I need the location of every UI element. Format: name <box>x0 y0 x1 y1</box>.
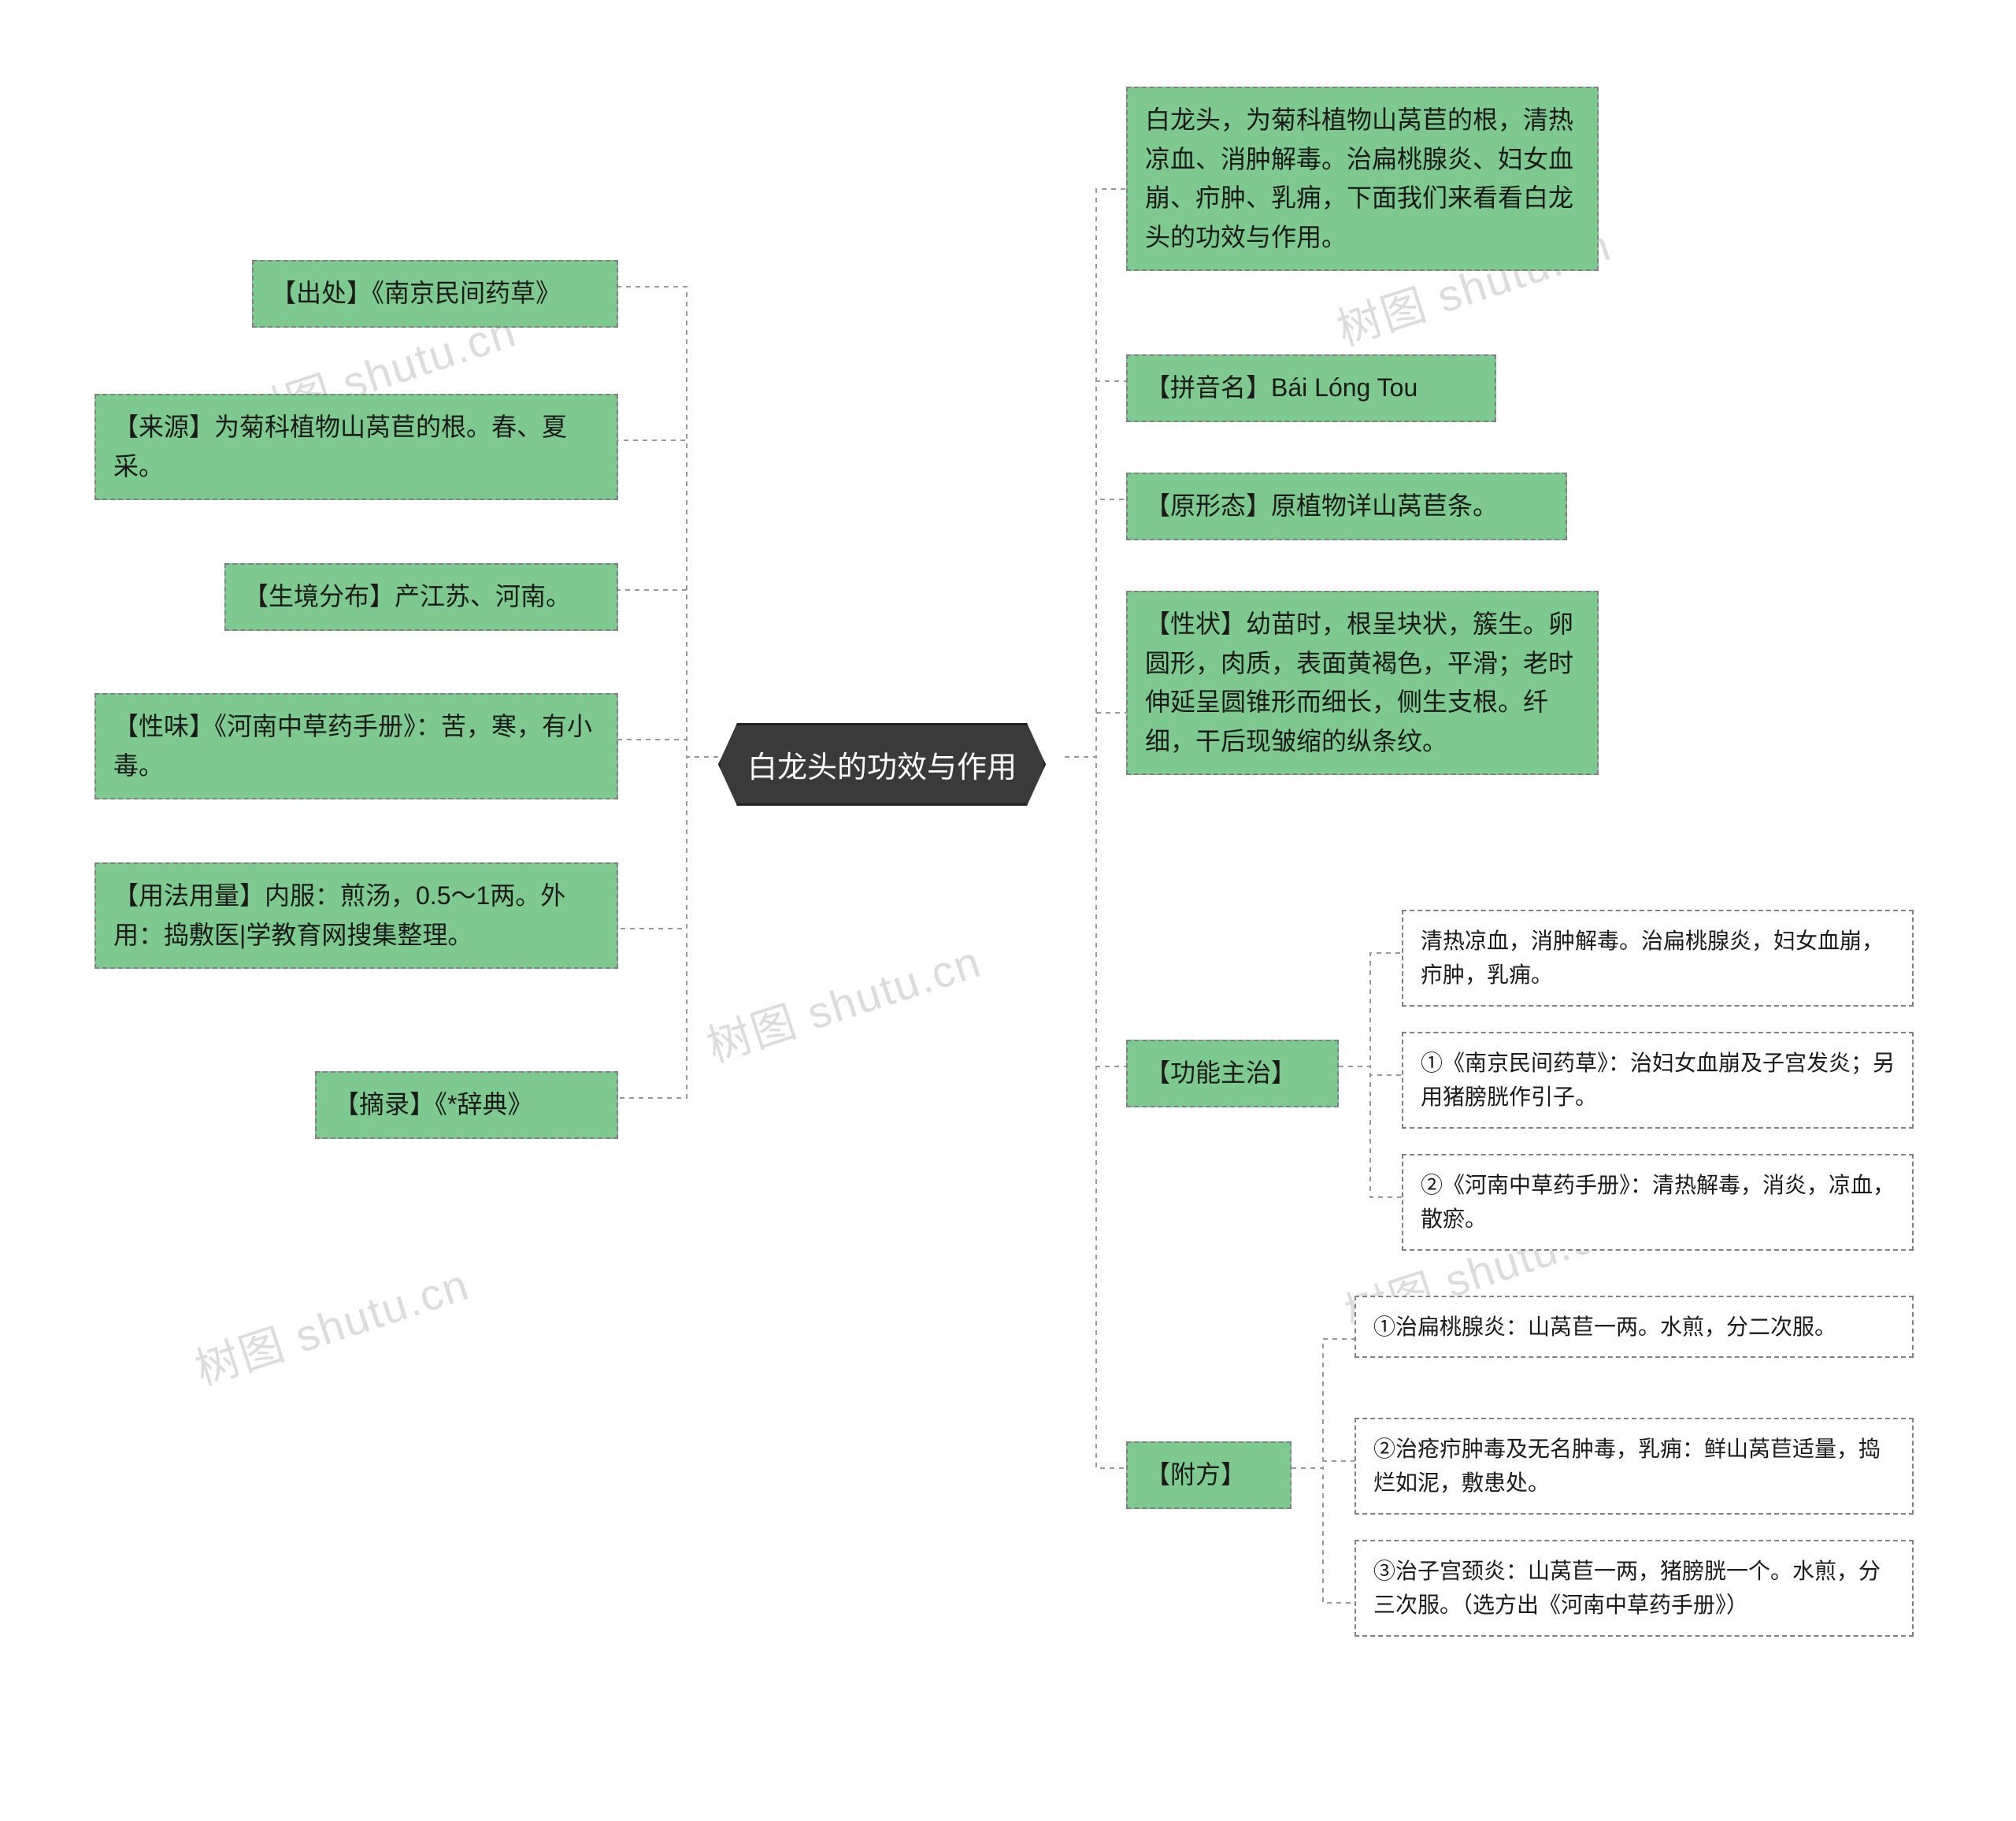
watermark: 树图 shutu.cn <box>186 1249 476 1398</box>
watermark: 树图 shutu.cn <box>698 926 988 1075</box>
node-intro[interactable]: 白龙头，为菊科植物山莴苣的根，清热凉血、消肿解毒。治扁桃腺炎、妇女血崩、疖肿、乳… <box>1126 87 1599 271</box>
leaf-function-1[interactable]: 清热凉血，消肿解毒。治扁桃腺炎，妇女血崩，疖肿，乳痈。 <box>1402 910 1914 1007</box>
node-origin[interactable]: 【来源】为菊科植物山莴苣的根。春、夏采。 <box>94 394 618 500</box>
node-source-book[interactable]: 【出处】《南京民间药草》 <box>252 260 618 328</box>
node-pinyin[interactable]: 【拼音名】Bái Lónɡ Tou <box>1126 354 1496 422</box>
leaf-function-3[interactable]: ②《河南中草药手册》：清热解毒，消炎，凉血，散瘀。 <box>1402 1154 1914 1251</box>
node-function[interactable]: 【功能主治】 <box>1126 1040 1339 1107</box>
node-habitat[interactable]: 【生境分布】产江苏、河南。 <box>224 563 618 631</box>
node-prescription[interactable]: 【附方】 <box>1126 1441 1292 1509</box>
node-morphology[interactable]: 【原形态】原植物详山莴苣条。 <box>1126 473 1567 540</box>
node-flavor[interactable]: 【性味】《河南中草药手册》：苦，寒，有小毒。 <box>94 693 618 799</box>
root-node[interactable]: 白龙头的功效与作用 <box>718 723 1046 806</box>
leaf-rx-2[interactable]: ②治疮疖肿毒及无名肿毒，乳痈：鲜山莴苣适量，捣烂如泥，敷患处。 <box>1354 1418 1914 1515</box>
node-dosage[interactable]: 【用法用量】内服：煎汤，0.5～1两。外用：捣敷医|学教育网搜集整理。 <box>94 862 618 969</box>
node-character[interactable]: 【性状】幼苗时，根呈块状，簇生。卵圆形，肉质，表面黄褐色，平滑；老时伸延呈圆锥形… <box>1126 591 1599 775</box>
leaf-function-2[interactable]: ①《南京民间药草》：治妇女血崩及子宫发炎；另用猪膀胱作引子。 <box>1402 1032 1914 1129</box>
leaf-rx-1[interactable]: ①治扁桃腺炎：山莴苣一两。水煎，分二次服。 <box>1354 1296 1914 1358</box>
node-excerpt[interactable]: 【摘录】《*辞典》 <box>315 1071 618 1139</box>
leaf-rx-3[interactable]: ③治子宫颈炎：山莴苣一两，猪膀胱一个。水煎，分三次服。（选方出《河南中草药手册》… <box>1354 1540 1914 1637</box>
